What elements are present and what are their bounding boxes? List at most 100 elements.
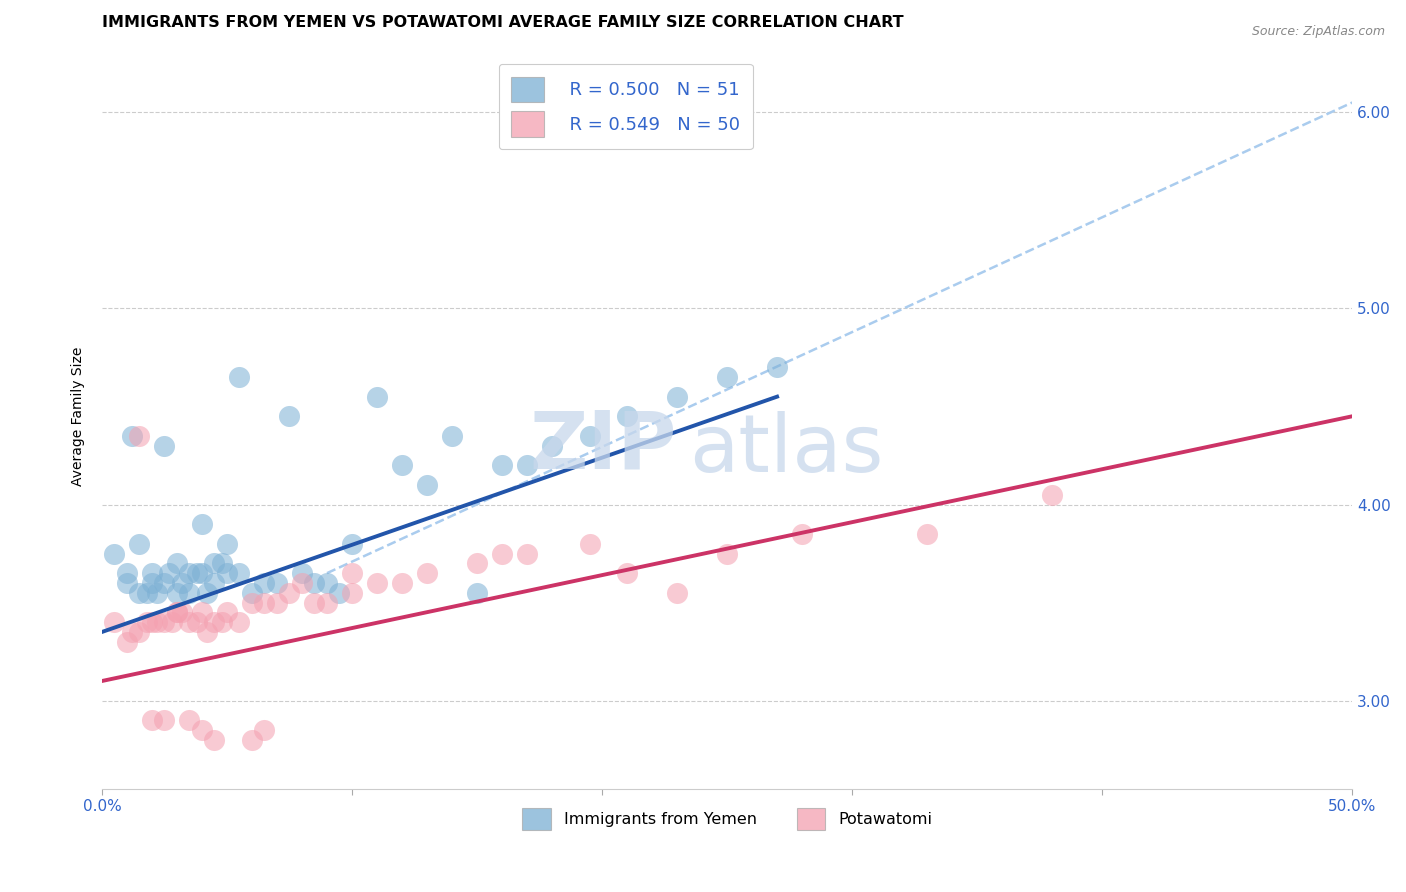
Point bbox=[1040, 488, 1063, 502]
Point bbox=[115, 566, 138, 581]
Point bbox=[516, 458, 538, 473]
Point bbox=[121, 429, 143, 443]
Point bbox=[366, 390, 388, 404]
Point bbox=[616, 566, 638, 581]
Point bbox=[103, 547, 125, 561]
Point bbox=[128, 429, 150, 443]
Point bbox=[616, 409, 638, 424]
Point bbox=[166, 586, 188, 600]
Point bbox=[195, 625, 218, 640]
Point bbox=[204, 732, 226, 747]
Point bbox=[516, 547, 538, 561]
Point bbox=[266, 576, 288, 591]
Point bbox=[578, 429, 600, 443]
Point bbox=[228, 615, 250, 630]
Point bbox=[103, 615, 125, 630]
Point bbox=[211, 557, 233, 571]
Point bbox=[366, 576, 388, 591]
Point bbox=[340, 566, 363, 581]
Point bbox=[215, 537, 238, 551]
Point bbox=[186, 566, 208, 581]
Point bbox=[291, 566, 314, 581]
Point bbox=[153, 439, 176, 453]
Point bbox=[191, 566, 214, 581]
Point bbox=[491, 458, 513, 473]
Point bbox=[146, 586, 169, 600]
Point bbox=[316, 596, 339, 610]
Point bbox=[278, 586, 301, 600]
Point bbox=[211, 615, 233, 630]
Text: atlas: atlas bbox=[689, 411, 884, 489]
Point bbox=[128, 537, 150, 551]
Point bbox=[790, 527, 813, 541]
Point bbox=[115, 576, 138, 591]
Point bbox=[465, 557, 488, 571]
Point bbox=[141, 615, 163, 630]
Y-axis label: Average Family Size: Average Family Size bbox=[72, 347, 86, 486]
Point bbox=[304, 576, 326, 591]
Point bbox=[186, 615, 208, 630]
Point bbox=[666, 586, 689, 600]
Point bbox=[266, 596, 288, 610]
Point bbox=[391, 576, 413, 591]
Point bbox=[541, 439, 564, 453]
Point bbox=[215, 606, 238, 620]
Legend: Immigrants from Yemen, Potawatomi: Immigrants from Yemen, Potawatomi bbox=[516, 801, 938, 837]
Point bbox=[204, 576, 226, 591]
Point bbox=[146, 615, 169, 630]
Point bbox=[465, 586, 488, 600]
Point bbox=[766, 360, 789, 375]
Point bbox=[416, 566, 439, 581]
Text: Source: ZipAtlas.com: Source: ZipAtlas.com bbox=[1251, 25, 1385, 38]
Point bbox=[121, 625, 143, 640]
Point bbox=[160, 615, 183, 630]
Text: IMMIGRANTS FROM YEMEN VS POTAWATOMI AVERAGE FAMILY SIZE CORRELATION CHART: IMMIGRANTS FROM YEMEN VS POTAWATOMI AVER… bbox=[101, 15, 904, 30]
Point bbox=[191, 517, 214, 532]
Point bbox=[153, 615, 176, 630]
Point bbox=[915, 527, 938, 541]
Point bbox=[141, 566, 163, 581]
Point bbox=[253, 723, 276, 737]
Point bbox=[340, 586, 363, 600]
Point bbox=[141, 713, 163, 727]
Point bbox=[716, 547, 738, 561]
Point bbox=[179, 713, 201, 727]
Point bbox=[128, 586, 150, 600]
Point bbox=[291, 576, 314, 591]
Point bbox=[491, 547, 513, 561]
Point bbox=[179, 615, 201, 630]
Point bbox=[135, 615, 157, 630]
Point bbox=[179, 586, 201, 600]
Point bbox=[340, 537, 363, 551]
Text: ZIP: ZIP bbox=[530, 407, 678, 485]
Point bbox=[166, 557, 188, 571]
Point bbox=[195, 586, 218, 600]
Point bbox=[391, 458, 413, 473]
Point bbox=[240, 586, 263, 600]
Point bbox=[141, 576, 163, 591]
Point bbox=[253, 576, 276, 591]
Point bbox=[128, 625, 150, 640]
Point bbox=[304, 596, 326, 610]
Point bbox=[440, 429, 463, 443]
Point bbox=[166, 606, 188, 620]
Point bbox=[240, 732, 263, 747]
Point bbox=[228, 566, 250, 581]
Point bbox=[416, 478, 439, 492]
Point bbox=[115, 634, 138, 648]
Point bbox=[153, 713, 176, 727]
Point bbox=[278, 409, 301, 424]
Point bbox=[159, 566, 181, 581]
Point bbox=[240, 596, 263, 610]
Point bbox=[170, 606, 193, 620]
Point bbox=[179, 566, 201, 581]
Point bbox=[135, 586, 157, 600]
Point bbox=[253, 596, 276, 610]
Point bbox=[328, 586, 350, 600]
Point bbox=[191, 723, 214, 737]
Point bbox=[204, 557, 226, 571]
Point bbox=[316, 576, 339, 591]
Point bbox=[666, 390, 689, 404]
Point bbox=[578, 537, 600, 551]
Point bbox=[170, 576, 193, 591]
